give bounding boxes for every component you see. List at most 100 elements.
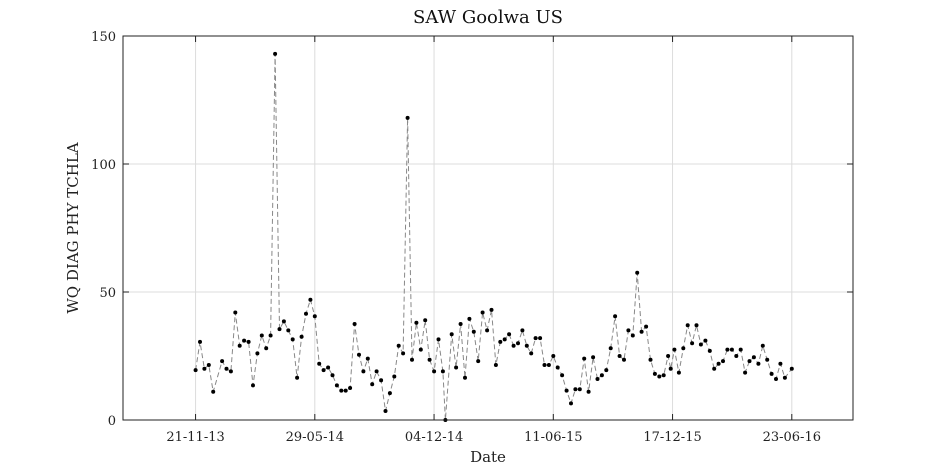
data-point <box>725 347 730 352</box>
data-point <box>591 355 596 360</box>
data-point <box>498 339 503 344</box>
data-point <box>387 391 392 396</box>
data-point <box>476 359 481 364</box>
data-point <box>690 341 695 346</box>
data-point <box>458 322 463 326</box>
data-point <box>392 374 397 379</box>
data-point <box>440 369 445 374</box>
data-point <box>668 366 673 371</box>
data-point <box>507 332 512 337</box>
data-point <box>233 310 238 315</box>
data-point <box>255 351 260 356</box>
data-point <box>604 368 609 373</box>
data-point <box>383 409 388 413</box>
chart-title: SAW Goolwa US <box>413 7 563 28</box>
data-point <box>630 333 635 338</box>
data-point <box>334 383 339 388</box>
data-point <box>546 363 551 367</box>
data-point <box>202 366 207 371</box>
data-point <box>529 351 534 356</box>
data-point <box>489 307 494 312</box>
data-point <box>644 324 649 329</box>
data-point <box>352 322 357 326</box>
data-point <box>738 347 743 352</box>
data-point <box>312 314 317 319</box>
data-point <box>330 373 335 378</box>
data-point <box>551 354 556 358</box>
x-axis-label: Date <box>470 448 506 466</box>
data-point <box>666 354 671 358</box>
data-point <box>348 386 353 390</box>
data-point <box>286 328 291 333</box>
data-point <box>778 361 783 366</box>
data-point <box>564 388 569 393</box>
y-tick-label: 100 <box>91 158 116 173</box>
data-point <box>206 363 211 367</box>
data-point <box>721 359 725 364</box>
data-point <box>463 375 467 380</box>
data-point <box>361 369 366 374</box>
data-point <box>622 357 626 362</box>
y-tick-label: 50 <box>99 286 116 301</box>
data-point <box>582 356 587 361</box>
data-point <box>599 373 604 378</box>
data-point <box>573 387 578 392</box>
data-point <box>299 334 304 339</box>
data-point <box>729 347 734 352</box>
data-point <box>343 388 348 393</box>
data-point <box>676 370 681 375</box>
plot-frame <box>122 35 854 421</box>
data-point <box>516 341 520 346</box>
data-point <box>237 343 242 348</box>
data-point <box>427 357 432 362</box>
data-point <box>751 355 756 360</box>
data-point <box>657 374 662 379</box>
data-point <box>414 320 419 325</box>
data-point <box>560 373 565 378</box>
data-point <box>467 316 472 321</box>
data-point <box>743 370 748 375</box>
data-point <box>273 51 278 56</box>
data-point <box>712 366 717 371</box>
data-point <box>694 323 699 328</box>
data-point <box>246 339 251 344</box>
data-point <box>277 327 282 332</box>
data-point <box>401 351 406 356</box>
x-tick-label: 17-12-15 <box>643 430 701 445</box>
data-point <box>339 388 344 393</box>
data-point <box>652 371 657 376</box>
data-point <box>224 366 229 371</box>
data-point <box>295 375 300 380</box>
data-point <box>264 346 269 351</box>
data-point <box>681 346 686 351</box>
tick-marks <box>123 35 853 421</box>
data-point <box>480 310 485 315</box>
data-point <box>436 337 441 342</box>
data-point <box>242 338 247 343</box>
data-point <box>672 347 677 352</box>
data-point <box>268 333 273 338</box>
data-point <box>698 342 703 347</box>
data-point <box>211 389 216 394</box>
data-point <box>716 361 721 366</box>
data-point <box>493 363 498 367</box>
data-point <box>555 365 560 370</box>
data-point <box>193 368 198 373</box>
y-tick-label: 0 <box>108 414 116 429</box>
data-point <box>379 378 384 383</box>
data-point <box>304 311 308 316</box>
data-point <box>454 365 459 370</box>
data-point <box>648 357 653 362</box>
data-point <box>782 375 787 380</box>
data-point <box>639 329 644 334</box>
series-layer <box>193 51 794 422</box>
data-point <box>423 318 428 323</box>
data-point <box>685 323 690 328</box>
data-point <box>520 328 525 333</box>
data-point <box>613 314 618 319</box>
data-point <box>370 382 375 387</box>
data-point <box>511 343 516 348</box>
data-point <box>760 343 765 348</box>
data-point <box>577 387 582 392</box>
